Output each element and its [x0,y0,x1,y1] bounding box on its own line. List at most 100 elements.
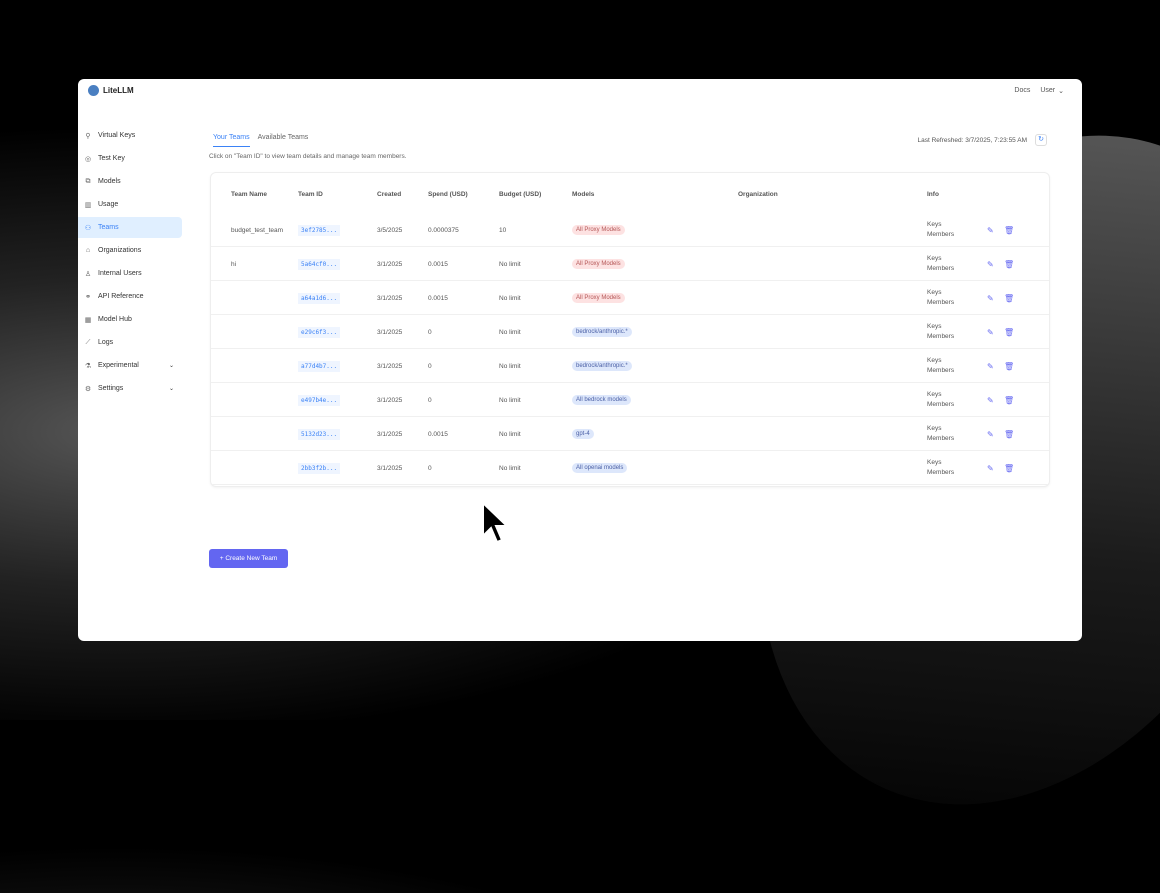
edit-icon[interactable]: ✎ [987,395,994,405]
members-label: Members [927,469,955,476]
sidebar-item-model-hub[interactable]: ▦ Model Hub [78,309,182,330]
column-header[interactable]: Info [927,190,939,198]
model-badge: bedrock/anthropic.* [572,361,632,371]
trash-icon[interactable]: 🗑 [1004,293,1015,303]
spend: 0.0015 [428,260,448,268]
model-badge: All Proxy Models [572,259,625,269]
created: 3/1/2025 [377,328,403,336]
keys-label: Keys [927,255,942,262]
team-id-link[interactable]: 3ef2785... [298,224,341,236]
spend: 0.0015 [428,430,448,438]
team-id-link[interactable]: a64a1d6... [298,292,341,304]
create-team-button[interactable]: + Create New Team [209,549,288,568]
spend: 0 [428,464,432,472]
model-badge: All Proxy Models [572,225,625,235]
created: 3/1/2025 [377,294,403,302]
budget: No limit [499,294,521,302]
table-row: e29c6f3... 3/1/2025 0 No limit bedrock/a… [211,315,1049,349]
trash-icon[interactable]: 🗑 [1004,395,1015,405]
edit-icon[interactable]: ✎ [987,429,994,439]
edit-icon[interactable]: ✎ [987,225,994,235]
spend: 0 [428,362,432,370]
sidebar-item-label: Virtual Keys [98,132,136,139]
user-label: User [1040,87,1056,94]
budget: No limit [499,328,521,336]
model-badge: gpt-4 [572,429,594,439]
sidebar-item-organizations[interactable]: ⌂ Organizations [78,240,182,261]
link-icon: ⚭ [85,293,91,301]
members-label: Members [927,299,955,306]
table-row: 5132d23... 3/1/2025 0.0015 No limit gpt-… [211,417,1049,451]
trash-icon[interactable]: 🗑 [1004,429,1015,439]
column-header[interactable]: Created [377,190,402,198]
column-header[interactable]: Team ID [298,190,323,198]
keys-label: Keys [927,425,942,432]
sidebar-item-settings[interactable]: ⚙ Settings ⌄ [78,378,182,399]
trash-icon[interactable]: 🗑 [1004,361,1015,371]
last-refreshed: Last Refreshed: 3/7/2025, 7:23:55 AM [917,136,1028,144]
user-menu[interactable]: User ⌄ [1040,87,1064,95]
edit-icon[interactable]: ✎ [987,361,994,371]
app-window: LiteLLM Docs User ⌄ ⚲ Virtual Keys ◎ Test Key… [78,79,1082,641]
column-header[interactable]: Models [572,190,595,198]
sidebar-item-label: Test Key [98,155,125,162]
sidebar-item-usage[interactable]: ▥ Usage [78,194,182,215]
edit-icon[interactable]: ✎ [987,327,994,337]
key-icon: ⚲ [85,132,91,140]
team-id-link[interactable]: 5132d23... [298,428,341,440]
team-id-link[interactable]: 5a64cf0... [298,258,341,270]
edit-icon[interactable]: ✎ [987,259,994,269]
mouse-cursor-icon [482,502,508,544]
info: Keys Members [927,247,981,281]
blocks-icon: ⧉ [85,177,91,185]
sidebar-item-teams[interactable]: ⚇ Teams [78,217,182,238]
trash-icon[interactable]: 🗑 [1004,259,1015,269]
created: 3/5/2025 [377,226,403,234]
sidebar-item-test-key[interactable]: ◎ Test Key [78,148,182,169]
play-circle-icon: ◎ [84,155,92,163]
sidebar-item-logs[interactable]: ⟋ Logs [78,332,182,353]
info: Keys Members [927,281,981,315]
sidebar: ⚲ Virtual Keys ◎ Test Key ⧉ Models ▥ Usage ⚇ Team… [78,125,182,401]
sidebar-item-internal-users[interactable]: ♙ Internal Users [78,263,182,284]
team-id-link[interactable]: a77d4b7... [298,360,341,372]
edit-icon[interactable]: ✎ [987,463,994,473]
trash-icon[interactable]: 🗑 [1004,463,1015,473]
keys-label: Keys [927,221,942,228]
column-header[interactable]: Organization [738,190,778,198]
team-id-link[interactable]: e497b4e... [298,394,341,406]
table-row: a64a1d6... 3/1/2025 0.0015 No limit All … [211,281,1049,315]
chevron-down-icon: ⌄ [168,386,174,392]
teams-table: Team Name Team ID Created Spend (USD) Budget… [210,172,1050,487]
table-row: e497b4e... 3/1/2025 0 No limit All bedro… [211,383,1049,417]
column-header[interactable]: Spend (USD) [428,190,468,198]
column-header[interactable]: Budget (USD) [499,190,542,198]
tab-available-teams[interactable]: Available Teams [257,134,309,141]
logo[interactable]: LiteLLM [88,85,134,96]
spend: 0.0015 [428,294,448,302]
created: 3/1/2025 [377,260,403,268]
sidebar-item-api-reference[interactable]: ⚭ API Reference [78,286,182,307]
model-badge: bedrock/anthropic.* [572,327,632,337]
sidebar-item-virtual-keys[interactable]: ⚲ Virtual Keys [78,125,182,146]
trash-icon[interactable]: 🗑 [1004,327,1015,337]
top-bar: LiteLLM Docs User ⌄ [78,79,1082,103]
budget: 10 [499,226,507,234]
flask-icon: ⚗ [84,362,92,370]
column-header[interactable]: Team Name [231,190,268,198]
chevron-down-icon: ⌄ [1058,88,1064,95]
table-header: Team Name Team ID Created Spend (USD) Budget… [211,177,1049,211]
sidebar-item-models[interactable]: ⧉ Models [78,171,182,192]
budget: No limit [499,260,521,268]
edit-icon[interactable]: ✎ [987,293,994,303]
sidebar-item-label: Model Hub [98,316,132,323]
refresh-button[interactable]: ↻ [1035,134,1047,146]
grid-icon: ▦ [84,316,92,324]
team-id-link[interactable]: 2bb3f2b... [298,462,341,474]
trash-icon[interactable]: 🗑 [1004,225,1015,235]
docs-link[interactable]: Docs [1014,87,1031,94]
members-label: Members [927,401,955,408]
sidebar-item-experimental[interactable]: ⚗ Experimental ⌄ [78,355,182,376]
team-id-link[interactable]: e29c6f3... [298,326,341,338]
tab-your-teams[interactable]: Your Teams [213,134,250,147]
